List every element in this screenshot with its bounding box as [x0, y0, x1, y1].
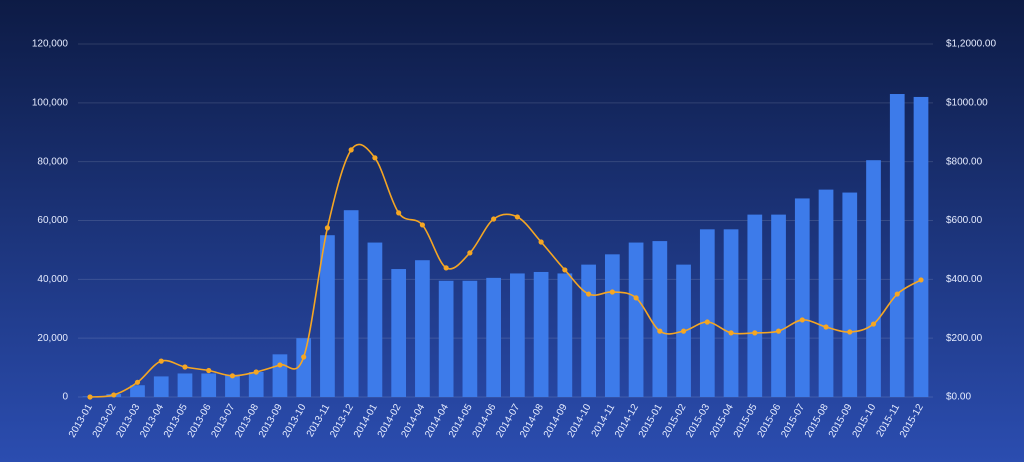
- bar: [415, 260, 430, 397]
- line-point: [491, 216, 497, 222]
- bar: [533, 271, 549, 397]
- bar: [486, 277, 501, 397]
- bar: [177, 373, 193, 397]
- bar: [699, 229, 715, 397]
- line-point: [775, 328, 782, 334]
- bar: [391, 269, 407, 397]
- line-point: [229, 373, 236, 379]
- bar: [438, 280, 454, 397]
- bar: [794, 198, 810, 397]
- y-tick-label: 120,000: [32, 39, 69, 50]
- line-point: [348, 147, 354, 153]
- line-point: [823, 324, 829, 330]
- bar: [581, 264, 596, 397]
- bar: [842, 192, 858, 397]
- line-point: [443, 265, 449, 271]
- line-point: [586, 291, 592, 297]
- line-point: [538, 239, 544, 245]
- line-point: [206, 367, 212, 374]
- bar: [272, 354, 288, 397]
- bar: [723, 229, 739, 397]
- bar: [367, 242, 383, 397]
- line-point: [799, 317, 805, 323]
- bar: [604, 254, 620, 397]
- line-point: [752, 330, 758, 336]
- line-point: [847, 329, 853, 335]
- line-point: [253, 369, 259, 375]
- bar: [913, 96, 929, 397]
- bar: [889, 94, 905, 397]
- y-tick-label: 100,000: [32, 97, 69, 108]
- bar: [248, 371, 264, 397]
- line-point: [134, 379, 141, 385]
- line-point: [182, 364, 188, 370]
- bar: [510, 273, 525, 397]
- bar: [818, 189, 834, 397]
- y-tick-label: 60,000: [37, 215, 68, 226]
- line-point: [633, 295, 639, 301]
- bar: [320, 235, 335, 397]
- bar: [557, 273, 573, 397]
- bar: [771, 214, 786, 397]
- y2-tick-label: $600.00: [946, 215, 983, 226]
- line-point: [158, 358, 164, 364]
- line-point: [894, 291, 900, 297]
- line-point: [680, 328, 687, 334]
- y-tick-label: 40,000: [37, 274, 68, 285]
- bar: [296, 338, 312, 397]
- line-point: [324, 225, 331, 231]
- line-point: [704, 319, 710, 325]
- line-point: [514, 214, 520, 220]
- bar: [866, 160, 881, 397]
- bar: [225, 374, 240, 397]
- line-point: [870, 321, 877, 327]
- bar: [628, 242, 644, 397]
- line-point: [419, 222, 425, 228]
- line-point: [87, 394, 93, 400]
- bar: [130, 385, 145, 397]
- bar: [462, 280, 478, 397]
- y2-tick-label: $200.00: [946, 333, 983, 344]
- line-point: [562, 267, 568, 273]
- line-point: [728, 330, 734, 336]
- y2-tick-label: $1,2000.00: [946, 39, 996, 50]
- bar: [153, 376, 169, 397]
- y-tick-label: 0: [62, 392, 68, 403]
- line-point: [301, 354, 307, 360]
- line-point: [467, 250, 473, 256]
- line-point: [277, 362, 283, 368]
- line-point: [372, 155, 378, 161]
- line-point: [111, 392, 117, 398]
- y2-tick-label: $0.00: [946, 392, 971, 403]
- line-point: [396, 210, 402, 216]
- line-point: [657, 328, 663, 334]
- bar: [747, 214, 763, 397]
- y-tick-label: 20,000: [37, 333, 68, 344]
- y2-tick-label: $1000.00: [946, 97, 988, 108]
- y2-tick-label: $400.00: [946, 274, 983, 285]
- y2-tick-label: $800.00: [946, 156, 983, 167]
- line-point: [609, 289, 615, 295]
- line-point: [918, 277, 924, 283]
- y-tick-label: 80,000: [37, 156, 68, 167]
- bar: [201, 373, 217, 397]
- bar: [652, 241, 668, 397]
- bar: [343, 210, 359, 397]
